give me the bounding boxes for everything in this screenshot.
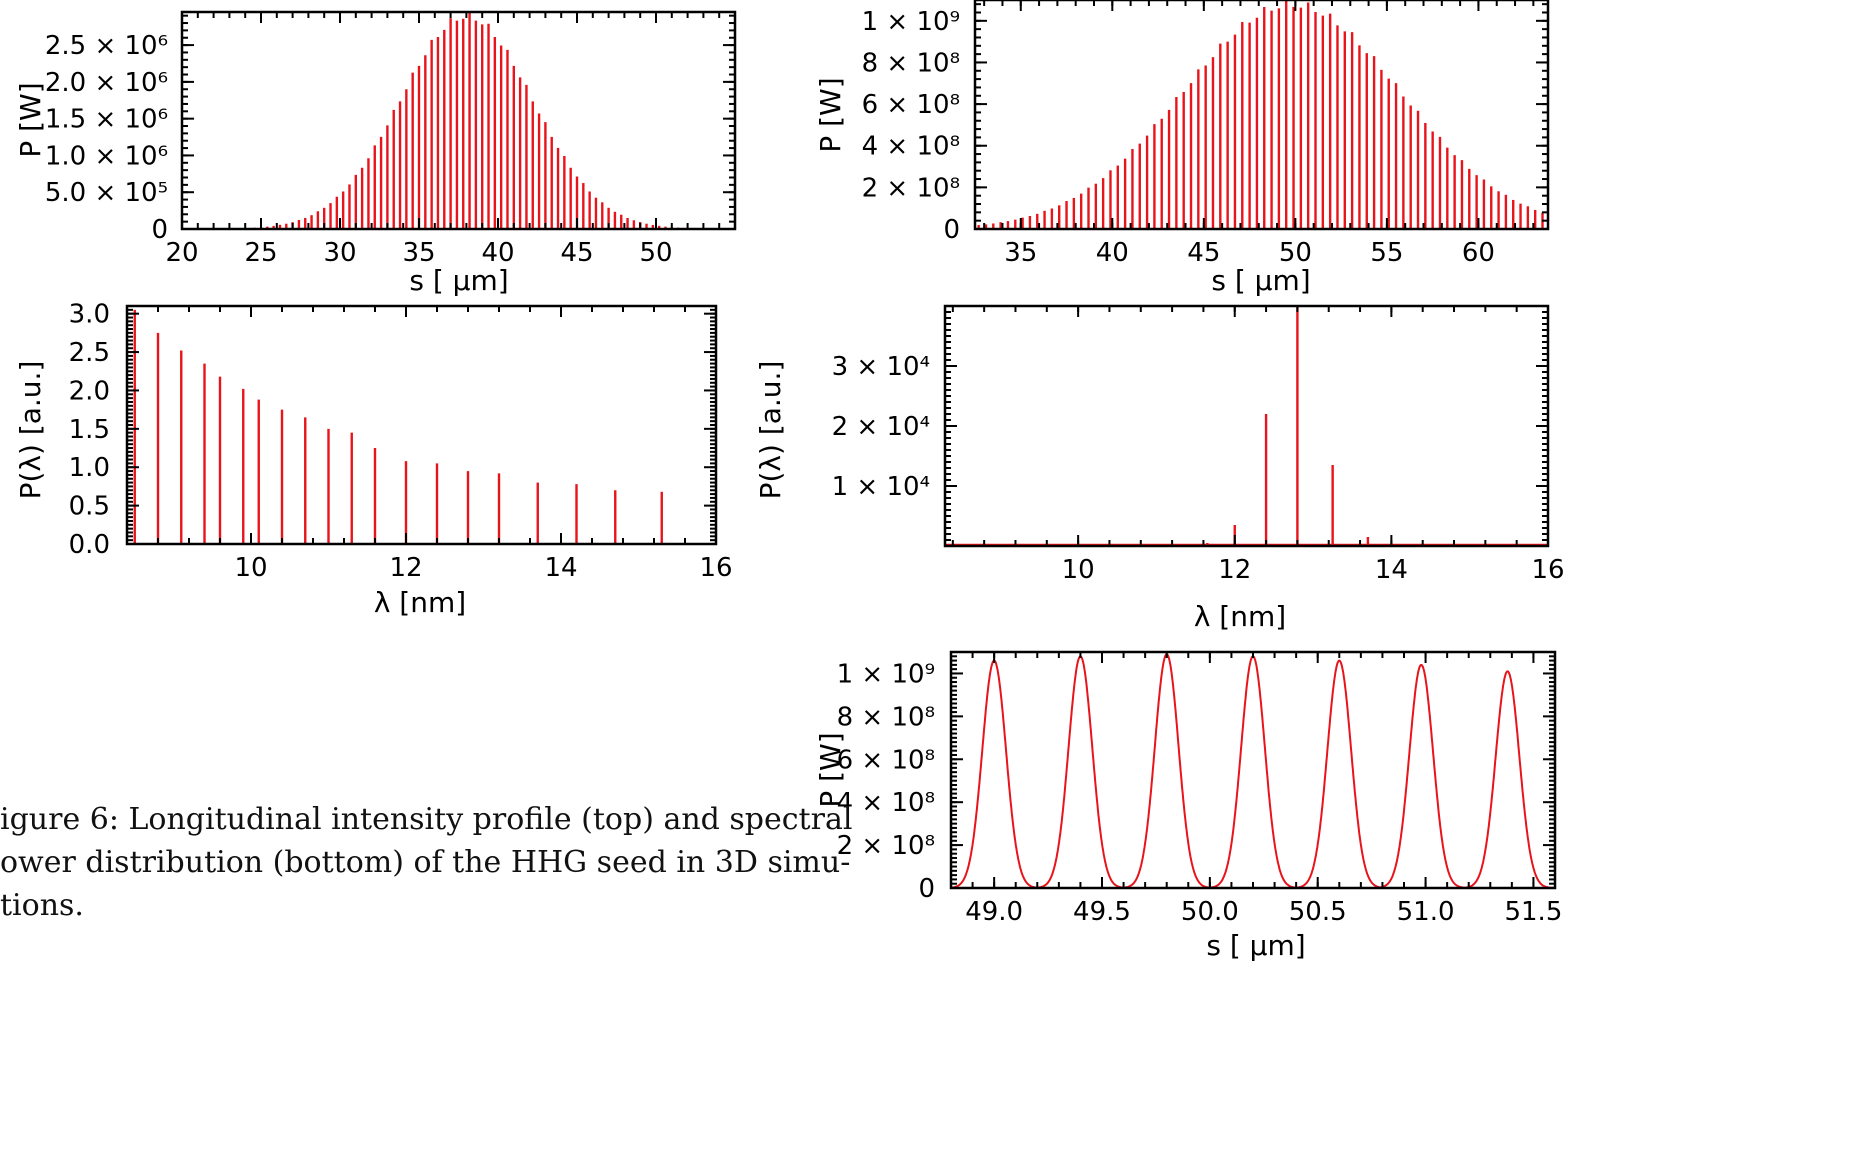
x-tick-label: 40 bbox=[1096, 238, 1129, 268]
x-tick-label: 12 bbox=[1218, 555, 1251, 585]
y-tick-label: 8 × 10⁸ bbox=[837, 702, 935, 732]
x-tick-label: 20 bbox=[165, 238, 198, 268]
x-tick-label: 40 bbox=[481, 238, 514, 268]
y-tick-label: 2 × 10⁴ bbox=[832, 412, 930, 442]
x-tick-label: 55 bbox=[1370, 238, 1403, 268]
y-tick-label: 5.0 × 10⁵ bbox=[45, 178, 168, 208]
x-tick-label: 49.0 bbox=[965, 897, 1023, 927]
plot-area bbox=[133, 309, 663, 544]
y-tick-label: 1.0 bbox=[69, 453, 110, 483]
x-tick-label: 51.0 bbox=[1397, 897, 1455, 927]
y-tick-label: 8 × 10⁸ bbox=[862, 48, 960, 78]
x-tick-label: 60 bbox=[1462, 238, 1495, 268]
x-tick-label: 50.5 bbox=[1289, 897, 1347, 927]
x-tick-label: 51.5 bbox=[1504, 897, 1562, 927]
y-tick-label: 2.5 × 10⁶ bbox=[45, 31, 168, 61]
y-tick-label: 2.0 bbox=[69, 376, 110, 406]
x-tick-label: 35 bbox=[402, 238, 435, 268]
y-tick-label: 2 × 10⁸ bbox=[862, 173, 960, 203]
x-tick-label: 45 bbox=[560, 238, 593, 268]
plot-spectral-power-peak: 10 12 14 16 1 × 10⁴ 2 × 10⁴ 3 × 10⁴ λ [nm] P(λ) … bbox=[754, 304, 1565, 633]
y-tick-label: 2.5 bbox=[69, 338, 110, 368]
y-tick-label: 2 × 10⁸ bbox=[837, 831, 935, 861]
y-tick-label: 1.5 × 10⁶ bbox=[45, 105, 168, 135]
x-axis-label: λ [nm] bbox=[374, 586, 466, 619]
x-tick-label: 10 bbox=[1062, 555, 1095, 585]
y-tick-label: 0 bbox=[151, 215, 168, 245]
plot-spectral-power-harmonics: 10 12 14 16 0.0 0.5 1.0 1.5 2.0 2.5 3.0 λ [nm] P(λ) … bbox=[14, 300, 733, 619]
y-tick-label: 6 × 10⁸ bbox=[837, 745, 935, 775]
y-tick-label: 1.0 × 10⁶ bbox=[45, 141, 168, 171]
y-tick-label: 1 × 10⁹ bbox=[862, 7, 960, 37]
plot-area bbox=[951, 653, 1555, 888]
x-axis-label: s [ μm] bbox=[409, 264, 508, 297]
y-axis-label: P(λ) [a.u.] bbox=[14, 361, 47, 500]
x-tick-label: 50 bbox=[639, 238, 672, 268]
x-tick-label: 14 bbox=[1375, 555, 1408, 585]
plot-longitudinal-profile-20-55um: 20 25 30 35 40 45 50 0 5.0 × 10⁵ 1.0 × 10⁶ 1.5 × 1… bbox=[14, 10, 737, 297]
x-tick-label: 30 bbox=[323, 238, 356, 268]
y-axis-label: P [W] bbox=[814, 77, 847, 152]
plot-longitudinal-profile-33-64um: 35 40 45 50 55 60 0 2 × 10⁸ 4 × 10⁸ 6 × 10⁸ 8 × 10… bbox=[814, 0, 1550, 297]
x-tick-label: 45 bbox=[1187, 238, 1220, 268]
y-tick-label: 4 × 10⁸ bbox=[862, 132, 960, 162]
x-tick-label: 10 bbox=[234, 553, 267, 583]
axes-frame bbox=[125, 304, 718, 546]
x-axis-label: s [ μm] bbox=[1211, 264, 1310, 297]
y-tick-label: 1.5 bbox=[69, 415, 110, 445]
x-tick-label: 50 bbox=[1279, 238, 1312, 268]
y-tick-label: 2.0 × 10⁶ bbox=[45, 68, 168, 98]
x-tick-label: 25 bbox=[244, 238, 277, 268]
x-axis-label: s [ μm] bbox=[1206, 929, 1305, 962]
y-tick-label: 0.5 bbox=[69, 492, 110, 522]
x-tick-label: 16 bbox=[1531, 555, 1564, 585]
x-tick-label: 14 bbox=[544, 553, 577, 583]
y-tick-label: 0 bbox=[918, 874, 935, 904]
y-axis-label: P [W] bbox=[14, 82, 47, 157]
y-tick-label: 4 × 10⁸ bbox=[837, 788, 935, 818]
x-tick-label: 35 bbox=[1004, 238, 1037, 268]
y-tick-label: 6 × 10⁸ bbox=[862, 90, 960, 120]
figure-caption: igure 6: Longitudinal intensity profile … bbox=[0, 802, 853, 923]
x-tick-label: 12 bbox=[389, 553, 422, 583]
y-tick-label: 0.0 bbox=[69, 530, 110, 560]
y-axis-label: P [W] bbox=[814, 732, 847, 807]
y-axis-label: P(λ) [a.u.] bbox=[754, 361, 787, 500]
x-axis-label: λ [nm] bbox=[1194, 600, 1286, 633]
y-tick-label: 0 bbox=[943, 215, 960, 245]
x-tick-label: 50.0 bbox=[1181, 897, 1239, 927]
plot-area bbox=[977, 0, 1544, 229]
y-tick-label: 1 × 10⁴ bbox=[832, 472, 930, 502]
axes-frame bbox=[973, 0, 1550, 231]
axes-frame bbox=[949, 650, 1557, 890]
x-tick-label: 49.5 bbox=[1073, 897, 1131, 927]
plot-longitudinal-profile-zoom: 49.0 49.5 50.0 50.5 51.0 51.5 0 2 × 10⁸ 4 × 10⁸ 6… bbox=[814, 650, 1562, 962]
power-trace bbox=[951, 653, 1555, 888]
y-tick-label: 3 × 10⁴ bbox=[832, 352, 930, 382]
x-tick-label: 16 bbox=[699, 553, 732, 583]
plot-area bbox=[183, 12, 735, 229]
plot-area bbox=[945, 306, 1548, 546]
axes-frame bbox=[180, 10, 737, 231]
y-tick-label: 1 × 10⁹ bbox=[837, 659, 935, 689]
y-tick-label: 3.0 bbox=[69, 300, 110, 330]
axes-frame bbox=[943, 304, 1550, 548]
